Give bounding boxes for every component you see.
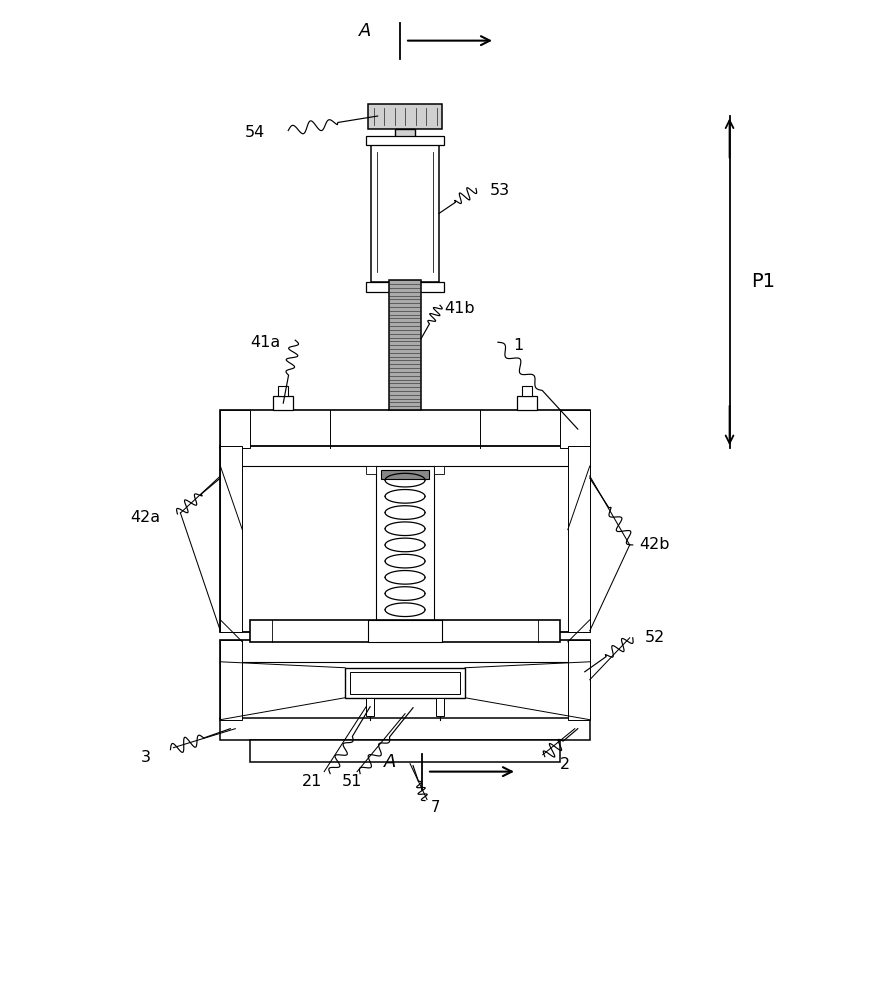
Text: A: A	[384, 753, 396, 771]
Bar	[351, 672, 460, 694]
Text: 2: 2	[560, 757, 570, 772]
Bar	[250, 620, 560, 642]
Bar	[517, 396, 537, 410]
Bar	[568, 640, 590, 720]
Bar	[278, 386, 288, 396]
Text: 21: 21	[302, 774, 322, 789]
Bar	[345, 668, 465, 698]
Bar	[366, 466, 376, 474]
Text: 42a: 42a	[131, 510, 161, 525]
Bar	[399, 142, 411, 154]
Bar	[522, 386, 532, 396]
Bar	[221, 446, 242, 632]
Bar	[250, 740, 560, 762]
Bar	[366, 698, 374, 716]
Bar	[273, 396, 293, 410]
Bar	[371, 144, 439, 282]
Bar	[221, 718, 590, 740]
Text: 3: 3	[140, 750, 150, 765]
Bar	[434, 466, 444, 474]
Bar	[221, 446, 590, 632]
Bar	[366, 136, 444, 145]
Bar	[381, 470, 429, 479]
Text: 41b: 41b	[445, 301, 475, 316]
Bar	[366, 282, 444, 292]
Bar	[560, 410, 590, 448]
Bar	[395, 129, 415, 142]
Bar	[221, 410, 250, 448]
Bar	[367, 104, 442, 129]
Text: 1: 1	[513, 338, 523, 353]
Text: 51: 51	[342, 774, 362, 789]
Text: 52: 52	[645, 630, 665, 645]
Bar	[436, 698, 444, 716]
Bar	[389, 280, 421, 410]
Bar	[221, 410, 590, 448]
Text: 41a: 41a	[250, 335, 281, 350]
Text: A: A	[358, 22, 372, 40]
Bar	[221, 640, 242, 720]
Bar	[568, 446, 590, 632]
Bar	[221, 640, 590, 720]
Text: 53: 53	[490, 183, 510, 198]
Text: P1: P1	[751, 272, 775, 291]
Text: 7: 7	[430, 800, 440, 815]
Bar	[368, 620, 442, 642]
Text: 42b: 42b	[639, 537, 670, 552]
Text: 54: 54	[245, 125, 266, 140]
